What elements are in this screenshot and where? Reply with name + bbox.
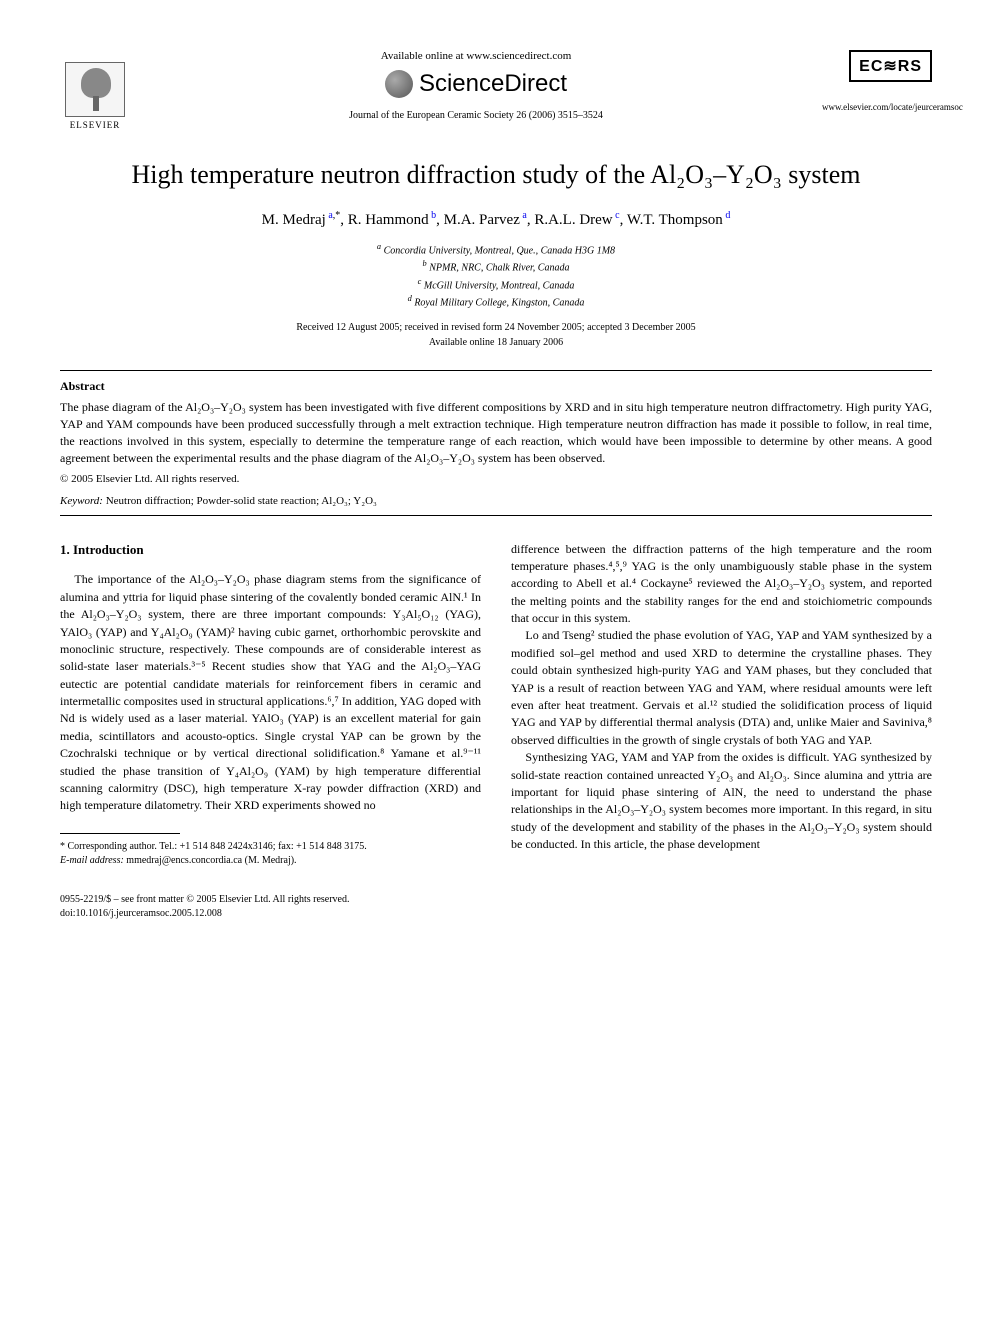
publisher-header: ELSEVIER Available online at www.science… <box>60 50 932 130</box>
doi-line: doi:10.1016/j.jeurceramsoc.2005.12.008 <box>60 907 481 921</box>
two-column-body: 1. Introduction The importance of the Al… <box>60 541 932 921</box>
front-matter-info: 0955-2219/$ – see front matter © 2005 El… <box>60 893 481 921</box>
affiliations: a Concordia University, Montreal, Que., … <box>60 241 932 310</box>
author-mark: c <box>613 210 620 221</box>
author-mark: a <box>520 210 527 221</box>
author: R.A.L. Drew c <box>534 212 619 228</box>
available-online-text: Available online at www.sciencedirect.co… <box>130 50 822 62</box>
footnote-divider <box>60 833 180 834</box>
sciencedirect-logo: ScienceDirect <box>130 70 822 98</box>
email-line: E-mail address: mmedraj@encs.concordia.c… <box>60 854 481 868</box>
affiliation-b: b NPMR, NRC, Chalk River, Canada <box>60 258 932 275</box>
keywords-text: Neutron diffraction; Powder-solid state … <box>106 495 377 507</box>
divider <box>60 370 932 371</box>
abstract-heading: Abstract <box>60 379 932 394</box>
column-right: difference between the diffraction patte… <box>511 541 932 921</box>
corr-author-line: * Corresponding author. Tel.: +1 514 848… <box>60 840 481 854</box>
section-heading: 1. Introduction <box>60 541 481 560</box>
paragraph: The importance of the Al₂O₃–Y₂O₃ phase d… <box>60 571 481 814</box>
elsevier-tree-icon <box>65 62 125 117</box>
journal-reference: Journal of the European Ceramic Society … <box>130 110 822 121</box>
author: W.T. Thompson d <box>627 212 730 228</box>
author-mark: b <box>429 210 437 221</box>
abstract-body: The phase diagram of the Al₂O₃–Y₂O₃ syst… <box>60 399 932 466</box>
paragraph: difference between the diffraction patte… <box>511 541 932 628</box>
received-date: Received 12 August 2005; received in rev… <box>60 320 932 335</box>
email-label: E-mail address: <box>60 855 124 866</box>
center-header: Available online at www.sciencedirect.co… <box>130 50 822 121</box>
paragraph: Lo and Tseng² studied the phase evolutio… <box>511 627 932 749</box>
elsevier-logo: ELSEVIER <box>60 50 130 130</box>
email-value: mmedraj@encs.concordia.ca (M. Medraj). <box>126 855 296 866</box>
sciencedirect-text: ScienceDirect <box>419 70 567 98</box>
issn-line: 0955-2219/$ – see front matter © 2005 El… <box>60 893 481 907</box>
author-mark: a, <box>326 210 335 221</box>
locate-url: www.elsevier.com/locate/jeurceramsoc <box>822 102 932 112</box>
keywords-label: Keyword: <box>60 495 103 507</box>
paragraph: Synthesizing YAG, YAM and YAP from the o… <box>511 749 932 853</box>
journal-logo-block: EC≋RS www.elsevier.com/locate/jeurcerams… <box>822 50 932 112</box>
article-title: High temperature neutron diffraction stu… <box>60 160 932 190</box>
author: M. Medraj a,* <box>262 212 341 228</box>
ecers-logo: EC≋RS <box>849 50 932 82</box>
sciencedirect-ball-icon <box>385 70 413 98</box>
divider <box>60 515 932 516</box>
corresponding-author-footnote: * Corresponding author. Tel.: +1 514 848… <box>60 840 481 868</box>
author: M.A. Parvez a <box>444 212 527 228</box>
corr-mark: * <box>335 210 340 221</box>
available-date: Available online 18 January 2006 <box>60 335 932 350</box>
article-dates: Received 12 August 2005; received in rev… <box>60 320 932 350</box>
author: R. Hammond b <box>348 212 436 228</box>
affiliation-a: a Concordia University, Montreal, Que., … <box>60 241 932 258</box>
affiliation-d: d Royal Military College, Kingston, Cana… <box>60 293 932 310</box>
affiliation-c: c McGill University, Montreal, Canada <box>60 276 932 293</box>
copyright-line: © 2005 Elsevier Ltd. All rights reserved… <box>60 473 932 485</box>
keywords: Keyword: Neutron diffraction; Powder-sol… <box>60 495 932 507</box>
author-list: M. Medraj a,*, R. Hammond b, M.A. Parvez… <box>60 210 932 229</box>
author-mark: d <box>723 210 731 221</box>
column-left: 1. Introduction The importance of the Al… <box>60 541 481 921</box>
elsevier-label: ELSEVIER <box>70 120 121 130</box>
